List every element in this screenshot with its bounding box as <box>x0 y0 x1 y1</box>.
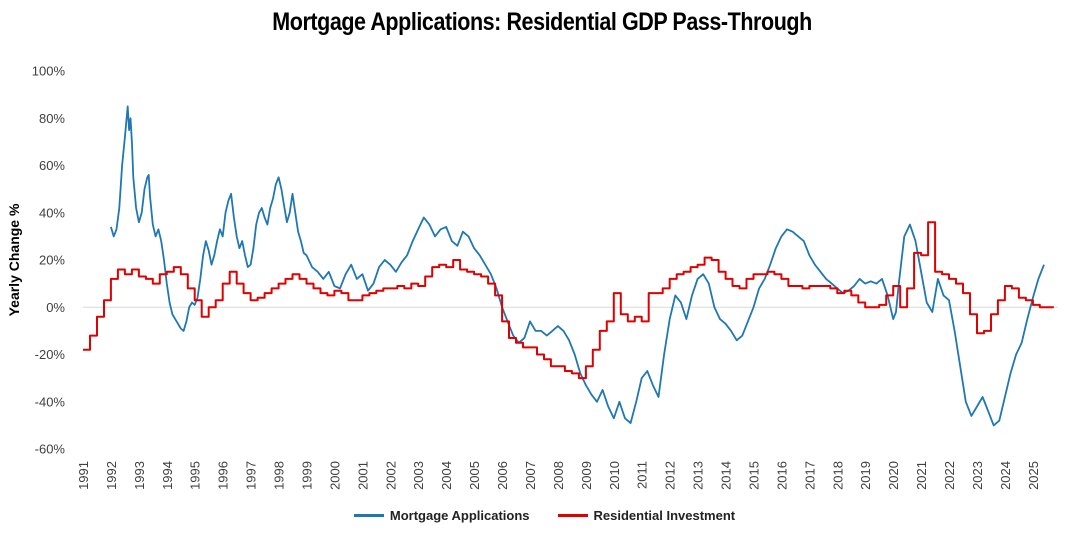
y-tick-label: 20% <box>39 253 65 268</box>
x-tick-label: 2021 <box>914 461 929 490</box>
x-tick-label: 2023 <box>970 461 985 490</box>
x-tick-label: 2008 <box>551 461 566 490</box>
x-tick-label: 1999 <box>299 461 314 490</box>
x-tick-label: 2017 <box>802 461 817 490</box>
legend-label-mortgage-applications: Mortgage Applications <box>389 508 530 523</box>
x-tick-label: 2006 <box>495 461 510 490</box>
legend-item-mortgage-applications: Mortgage Applications <box>353 508 530 523</box>
legend: Mortgage Applications Residential Invest… <box>0 508 1089 523</box>
series-layer <box>83 105 1054 427</box>
x-tick-label: 2019 <box>858 461 873 490</box>
series-line-mortgage-applications <box>110 105 1045 427</box>
x-tick-labels: 1991 1992 1993 1994 1995 1996 1997 1998 1999 2000… <box>76 461 1041 490</box>
x-tick-label: 2001 <box>355 461 370 490</box>
y-tick-label: 60% <box>39 158 65 173</box>
x-tick-label: 2014 <box>719 461 734 490</box>
y-tick-label: 100% <box>32 64 66 79</box>
legend-label-residential-investment: Residential Investment <box>593 508 736 523</box>
x-tick-label: 1992 <box>104 461 119 490</box>
legend-swatch-residential-investment <box>557 514 588 517</box>
x-tick-label: 2020 <box>886 461 901 490</box>
x-tick-label: 2024 <box>998 461 1013 490</box>
x-tick-label: 1993 <box>132 461 147 490</box>
x-tick-label: 1996 <box>216 461 231 490</box>
x-tick-label: 2016 <box>774 461 789 490</box>
x-tick-label: 2010 <box>607 461 622 490</box>
legend-item-residential-investment: Residential Investment <box>557 508 736 523</box>
x-tick-label: 2009 <box>579 461 594 490</box>
x-tick-label: 2003 <box>411 461 426 490</box>
x-tick-label: 2007 <box>523 461 538 490</box>
x-tick-label: 1991 <box>76 461 91 490</box>
x-tick-label: 2002 <box>383 461 398 490</box>
x-tick-label: 2012 <box>663 461 678 490</box>
series-line-residential-investment <box>83 221 1054 380</box>
x-tick-label: 2004 <box>439 461 454 490</box>
y-tick-label: 80% <box>39 111 65 126</box>
y-axis-label-group: Yearly Change % <box>6 203 22 316</box>
y-tick-label: 40% <box>39 205 65 220</box>
x-tick-label: 2015 <box>746 461 761 490</box>
x-tick-label: 1994 <box>160 461 175 490</box>
y-tick-label: -60% <box>35 442 66 457</box>
x-tick-label: 2011 <box>635 461 650 489</box>
x-tick-label: 2005 <box>467 461 482 490</box>
x-tick-label: 2025 <box>1026 461 1041 490</box>
x-tick-label: 2022 <box>942 461 957 490</box>
y-tick-labels: 100% 80% 60% 40% 20% 0% -20% -40% -60% <box>32 64 66 457</box>
x-tick-label: 1995 <box>188 461 203 490</box>
x-tick-label: 2013 <box>691 461 706 490</box>
y-tick-label: -40% <box>35 394 66 409</box>
y-tick-label: -20% <box>35 347 66 362</box>
y-axis-label: Yearly Change % <box>6 203 22 316</box>
chart-title: Mortgage Applications: Residential GDP P… <box>272 8 812 36</box>
x-tick-label: 2018 <box>830 461 845 490</box>
y-tick-label: 0% <box>46 300 65 315</box>
x-tick-label: 1997 <box>244 461 259 490</box>
x-tick-label: 1998 <box>272 461 287 490</box>
x-tick-label: 2000 <box>327 461 342 490</box>
legend-swatch-mortgage-applications <box>353 514 384 517</box>
